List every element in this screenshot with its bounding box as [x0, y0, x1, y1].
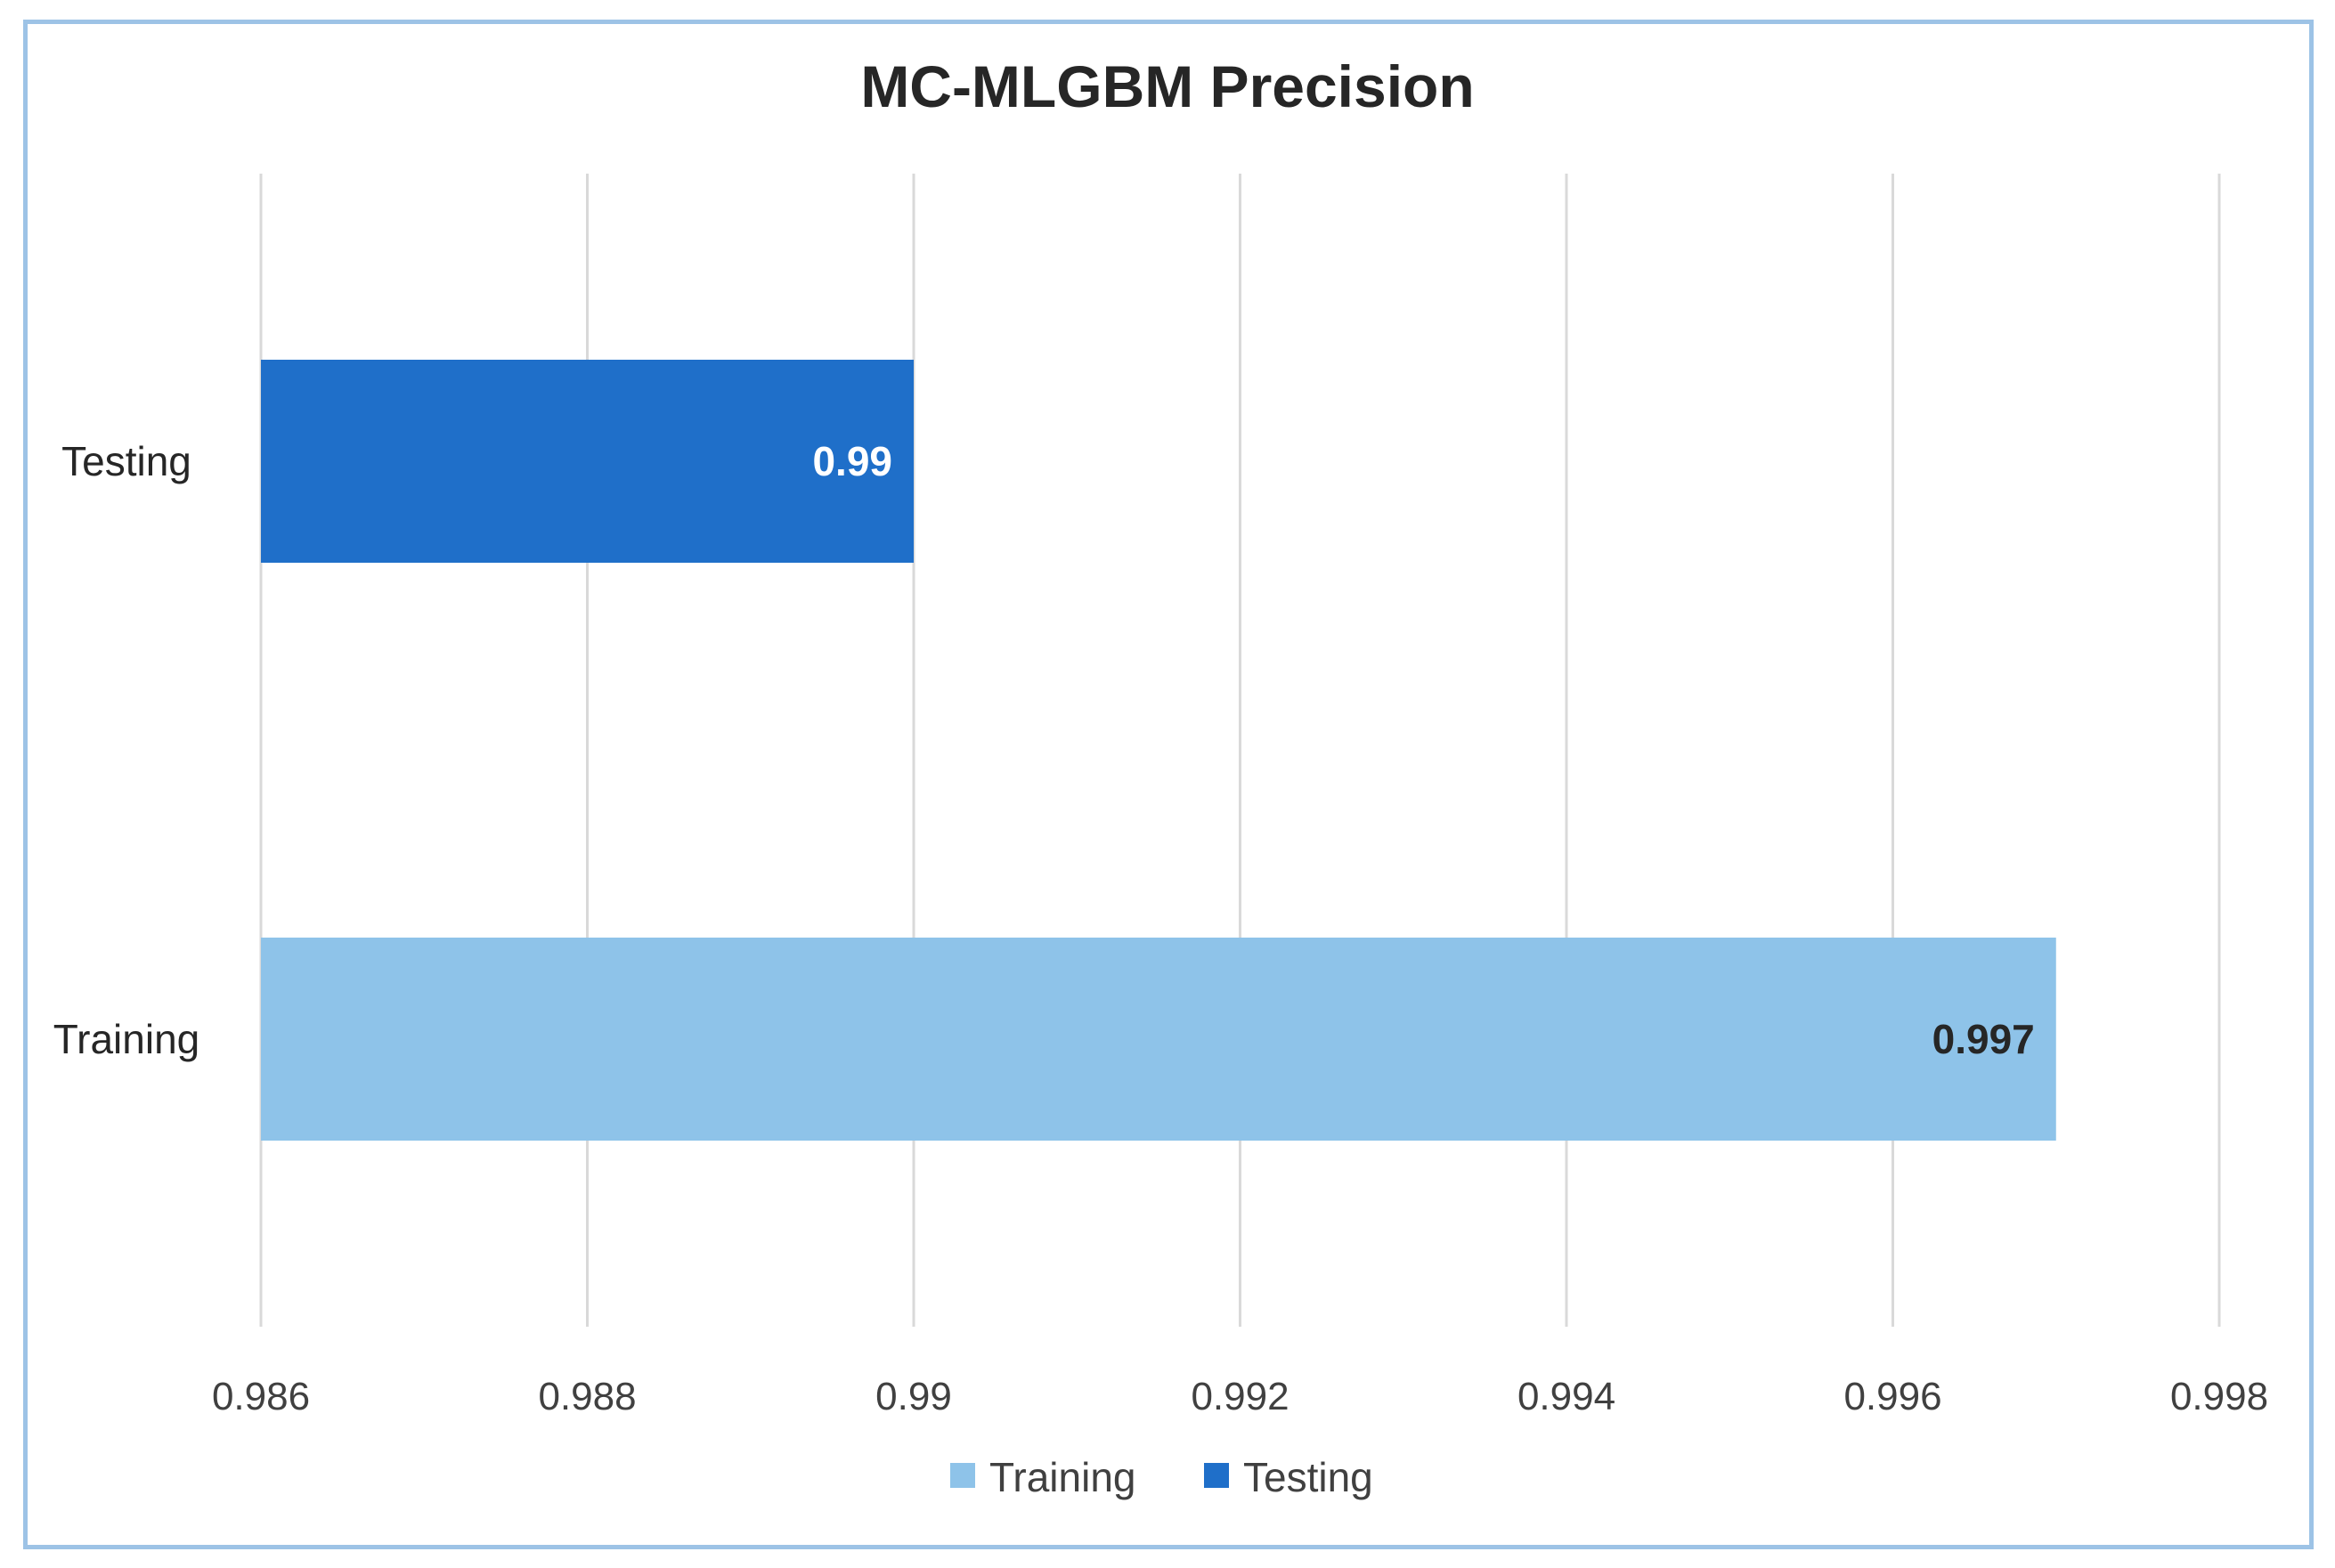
category-labels: Testing Training — [53, 438, 199, 1062]
category-label-training: Training — [53, 1016, 199, 1062]
data-label-testing: 0.99 — [812, 438, 892, 484]
bars — [261, 360, 2056, 1141]
legend-swatch-training — [950, 1463, 975, 1488]
chart-title: MC-MLGBM Precision — [860, 53, 1474, 119]
x-tick-label-0: 0.986 — [212, 1375, 310, 1418]
x-axis-tick-labels: 0.986 0.988 0.99 0.992 0.994 0.996 0.998 — [212, 1375, 2268, 1418]
x-tick-label-3: 0.992 — [1191, 1375, 1289, 1418]
gridlines — [259, 174, 2221, 1327]
x-tick-label-2: 0.99 — [875, 1375, 952, 1418]
legend: Training Testing — [950, 1454, 1373, 1500]
data-labels: 0.99 0.997 — [812, 438, 2034, 1062]
legend-label-training: Training — [989, 1454, 1135, 1500]
x-tick-label-1: 0.988 — [538, 1375, 636, 1418]
bar-testing — [261, 360, 914, 563]
legend-swatch-testing — [1204, 1463, 1229, 1488]
legend-label-testing: Testing — [1243, 1454, 1373, 1500]
data-label-training: 0.997 — [1932, 1016, 2035, 1062]
chart-frame — [23, 20, 2314, 1549]
category-label-testing: Testing — [61, 438, 191, 484]
x-tick-label-4: 0.994 — [1517, 1375, 1615, 1418]
x-tick-label-6: 0.998 — [2170, 1375, 2268, 1418]
bar-training — [261, 938, 2056, 1141]
x-tick-label-5: 0.996 — [1843, 1375, 1941, 1418]
